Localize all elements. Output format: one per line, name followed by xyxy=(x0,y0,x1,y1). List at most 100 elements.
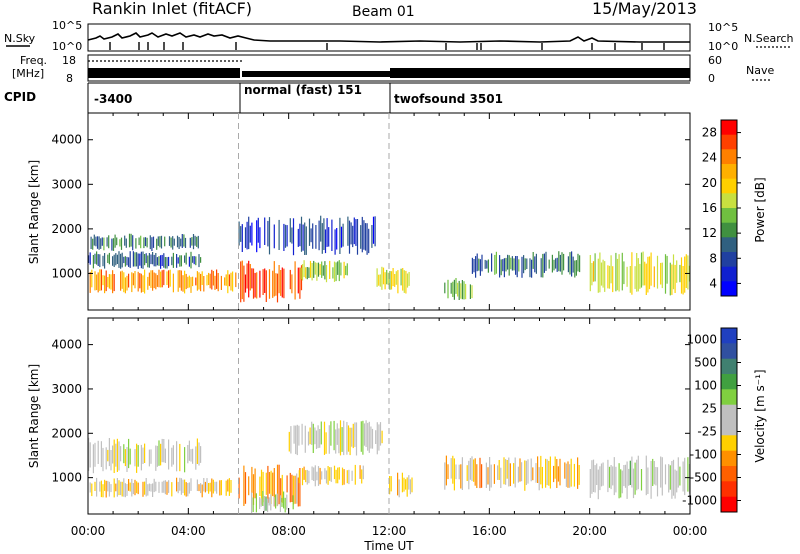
heatmap-cell xyxy=(136,252,138,267)
colorbar-segment xyxy=(721,266,737,282)
heatmap-cell xyxy=(556,459,558,488)
heatmap-cell xyxy=(549,456,551,489)
heatmap-cell xyxy=(567,256,569,273)
heatmap-cell xyxy=(600,262,603,286)
heatmap-cell xyxy=(257,217,259,243)
heatmap-cell xyxy=(529,258,531,278)
heatmap-cell xyxy=(326,218,328,247)
heatmap-cell xyxy=(458,464,460,480)
heatmap-cell xyxy=(602,259,604,288)
heatmap-cell xyxy=(267,498,269,513)
y-tick-label: 1000 xyxy=(51,266,82,280)
heatmap-cell xyxy=(251,492,253,513)
heatmap-cell xyxy=(125,238,127,248)
heatmap-cell xyxy=(301,468,304,486)
heatmap-cell xyxy=(241,260,243,300)
heatmap-cell xyxy=(192,234,195,250)
heatmap-cell xyxy=(484,259,486,269)
heatmap-cell xyxy=(469,284,471,299)
heatmap-cell xyxy=(177,270,179,292)
heatmap-cell xyxy=(505,257,507,272)
heatmap-cell xyxy=(331,219,333,251)
freq-label-1: Freq. xyxy=(20,54,47,67)
heatmap-cell xyxy=(161,438,163,463)
heatmap-cell xyxy=(211,269,213,290)
heatmap-cell xyxy=(577,253,579,272)
heatmap-cell xyxy=(192,276,194,287)
heatmap-cell xyxy=(316,471,318,481)
heatmap-cell xyxy=(100,480,102,498)
heatmap-cell xyxy=(243,465,245,506)
heatmap-cell xyxy=(152,252,154,265)
heatmap-cell xyxy=(136,443,138,473)
heatmap-cell xyxy=(153,478,155,493)
heatmap-cell xyxy=(612,466,614,486)
heatmap-cell xyxy=(292,495,294,510)
heatmap-cell xyxy=(306,267,308,280)
colorbar-segment xyxy=(721,178,737,194)
heatmap-cell xyxy=(198,254,200,268)
heatmap-cell xyxy=(171,447,173,467)
heatmap-cell xyxy=(160,271,162,288)
heatmap-cell xyxy=(192,256,194,263)
heatmap-cell xyxy=(104,275,106,294)
heatmap-cell xyxy=(569,464,571,488)
heatmap-cell xyxy=(295,425,297,455)
heatmap-cell xyxy=(145,253,147,264)
heatmap-cell xyxy=(95,236,97,247)
heatmap-region xyxy=(88,251,202,269)
heatmap-cell xyxy=(308,267,310,278)
heatmap-cell xyxy=(661,457,663,496)
heatmap-cell xyxy=(185,482,187,497)
heatmap-cell xyxy=(318,220,320,251)
heatmap-cell xyxy=(303,466,305,480)
heatmap-cell xyxy=(553,259,555,271)
heatmap-cell xyxy=(405,479,407,490)
heatmap-cell xyxy=(225,274,227,286)
heatmap-cell xyxy=(682,266,684,295)
heatmap-cell xyxy=(265,472,267,495)
heatmap-cell xyxy=(140,251,142,269)
heatmap-cell xyxy=(284,497,286,513)
heatmap-cell xyxy=(378,424,380,451)
heatmap-cell xyxy=(182,479,184,494)
heatmap-cell xyxy=(158,269,160,288)
heatmap-cell xyxy=(272,472,274,497)
heatmap-cell xyxy=(126,484,128,496)
heatmap-cell xyxy=(158,440,160,466)
heatmap-cell xyxy=(134,271,136,289)
heatmap-cell xyxy=(474,458,476,486)
heatmap-cell xyxy=(126,256,128,266)
heatmap-cell xyxy=(128,257,130,267)
x-tick-label: 00:00 xyxy=(673,524,708,538)
heatmap-cell xyxy=(315,225,317,249)
heatmap-cell xyxy=(262,471,264,503)
colorbar-segment xyxy=(721,208,737,224)
heatmap-cell xyxy=(346,263,348,276)
heatmap-cell xyxy=(450,458,452,479)
heatmap-cell xyxy=(94,253,96,264)
heatmap-cell xyxy=(405,270,407,294)
heatmap-cell xyxy=(311,466,313,481)
heatmap-cell xyxy=(386,269,388,285)
heatmap-cell xyxy=(305,267,307,279)
colorbar-frame xyxy=(720,327,738,513)
heatmap-cell xyxy=(116,478,118,497)
heatmap-cell xyxy=(254,468,256,499)
heatmap-cell xyxy=(486,260,488,269)
heatmap-cell xyxy=(124,449,126,467)
heatmap-cell xyxy=(259,476,261,496)
heatmap-cell xyxy=(632,468,635,499)
x-tick-label: 12:00 xyxy=(372,524,407,538)
heatmap-cell xyxy=(532,252,534,269)
heatmap-cell xyxy=(246,263,248,289)
heatmap-cell xyxy=(268,269,271,299)
heatmap-cell xyxy=(447,279,449,299)
heatmap-cell xyxy=(168,256,170,267)
heatmap-cell xyxy=(650,460,652,499)
x-axis-label: Time UT xyxy=(363,539,414,553)
heatmap-cell xyxy=(227,479,229,492)
heatmap-cell xyxy=(402,268,404,291)
heatmap-cell xyxy=(283,268,285,299)
noise-right-label: N.Search xyxy=(744,32,794,45)
